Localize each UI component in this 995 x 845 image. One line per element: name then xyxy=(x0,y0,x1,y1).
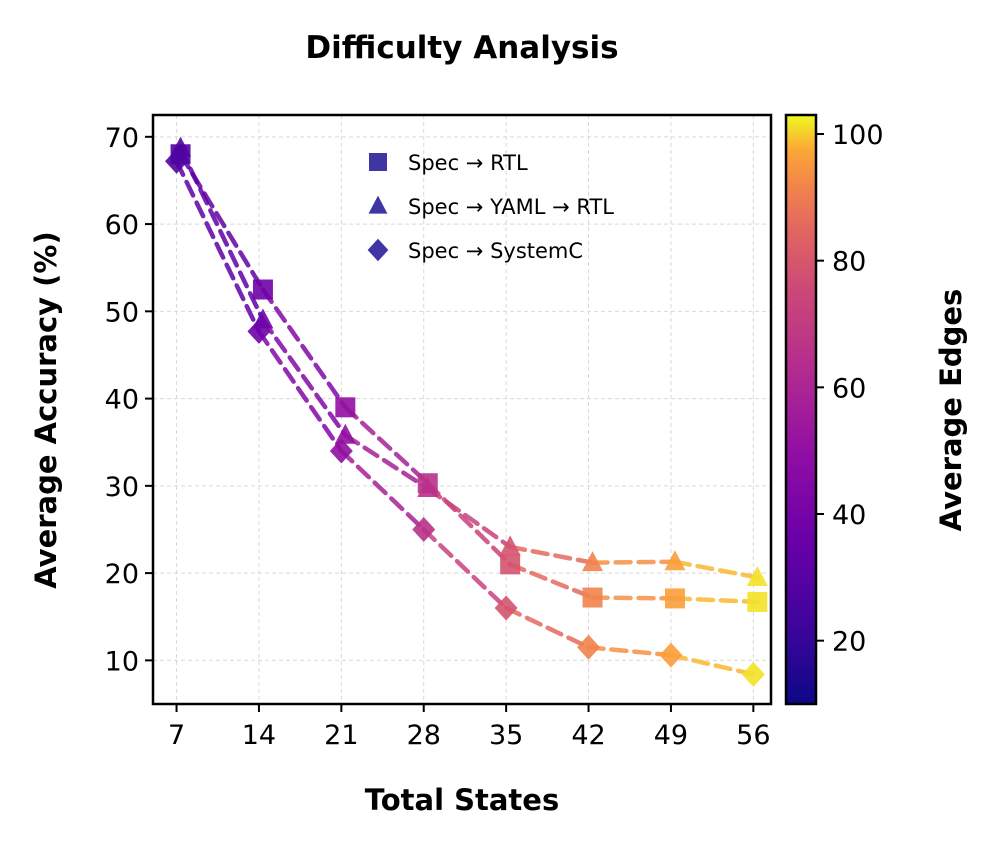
data-point-diamond xyxy=(494,595,518,621)
legend: Spec → RTL Spec → YAML → RTL Spec → System… xyxy=(367,151,614,263)
x-axis-ticks: 7 14 21 28 35 42 49 56 xyxy=(168,704,771,751)
data-point-triangle xyxy=(417,476,439,497)
legend-marker-diamond xyxy=(367,238,389,262)
legend-label: Spec → SystemC xyxy=(408,239,583,263)
colorbar-tick-label: 80 xyxy=(832,247,866,278)
data-point-square xyxy=(335,397,356,418)
series-line-segment xyxy=(590,595,678,601)
series-line-segment xyxy=(178,145,266,323)
series-line-segment xyxy=(260,287,348,410)
x-tick-label: 14 xyxy=(242,720,276,751)
series-line-segment xyxy=(503,605,591,650)
data-point-triangle xyxy=(499,535,521,556)
data-point-square xyxy=(500,554,521,575)
data-point-square xyxy=(664,588,685,609)
data-point-square xyxy=(252,279,273,300)
colorbar-tick-label: 20 xyxy=(832,627,866,658)
data-point-triangle xyxy=(664,550,686,571)
y-tick-label: 20 xyxy=(105,559,139,590)
data-point-diamond xyxy=(247,318,271,344)
legend-marker-square xyxy=(369,153,387,171)
data-point-diamond xyxy=(329,438,353,464)
data-point-diamond xyxy=(412,516,436,542)
series-line-segment xyxy=(590,559,678,565)
y-tick-label: 10 xyxy=(105,646,139,677)
series-line-segment xyxy=(507,544,595,565)
data-point-diamond xyxy=(659,642,683,668)
series-line-segment xyxy=(507,562,595,600)
data-point-diamond xyxy=(741,661,765,687)
y-tick-label: 30 xyxy=(105,472,139,503)
x-tick-label: 28 xyxy=(407,720,441,751)
y-axis-ticks: 10 20 30 40 50 60 70 xyxy=(105,123,153,677)
colorbar-label: Average Edges xyxy=(934,289,968,532)
y-tick-label: 50 xyxy=(105,297,139,328)
data-point-triangle xyxy=(746,565,768,586)
series-line-segment xyxy=(672,596,760,605)
data-point-diamond xyxy=(165,148,189,174)
x-tick-label: 7 xyxy=(168,720,185,751)
data-point-square xyxy=(582,587,603,608)
colorbar xyxy=(784,113,818,706)
series-line-segment xyxy=(260,317,348,438)
colorbar-ticks: 20 40 60 80 100 xyxy=(816,120,884,658)
x-axis-label: Total States xyxy=(365,783,559,817)
x-tick-label: 21 xyxy=(324,720,358,751)
x-tick-label: 49 xyxy=(654,720,688,751)
y-tick-label: 70 xyxy=(105,123,139,154)
y-axis-label: Average Accuracy (%) xyxy=(29,231,63,588)
series-line-segment xyxy=(672,559,760,580)
y-tick-label: 60 xyxy=(105,210,139,241)
legend-label: Spec → YAML → RTL xyxy=(408,195,614,219)
series-line-segment xyxy=(668,652,756,677)
data-point-triangle xyxy=(582,551,604,572)
series-line-segment xyxy=(339,448,426,532)
x-tick-label: 56 xyxy=(736,720,770,751)
series-line-segment xyxy=(586,645,674,658)
colorbar-tick-label: 60 xyxy=(832,373,866,404)
colorbar-tick-label: 40 xyxy=(832,500,866,531)
series-line-segment xyxy=(425,480,513,567)
data-point-diamond xyxy=(577,634,601,660)
x-tick-label: 35 xyxy=(489,720,523,751)
series-line-segment xyxy=(256,329,344,454)
colorbar-tick-label: 100 xyxy=(832,120,884,151)
series-line-segment xyxy=(174,158,262,334)
series-line-segment xyxy=(343,405,430,486)
series-lines xyxy=(174,145,760,677)
series-line-segment xyxy=(343,432,430,491)
x-tick-label: 42 xyxy=(571,720,605,751)
series-line-segment xyxy=(421,527,509,611)
data-point-triangle xyxy=(334,423,356,444)
series-markers xyxy=(165,136,768,687)
series-line-segment xyxy=(425,486,513,550)
chart-title: Difficulty Analysis xyxy=(305,30,618,66)
data-point-square xyxy=(747,591,768,612)
plot-frame xyxy=(151,113,773,706)
legend-label: Spec → RTL xyxy=(408,151,528,175)
y-tick-label: 40 xyxy=(105,385,139,416)
legend-marker-triangle xyxy=(368,195,388,214)
